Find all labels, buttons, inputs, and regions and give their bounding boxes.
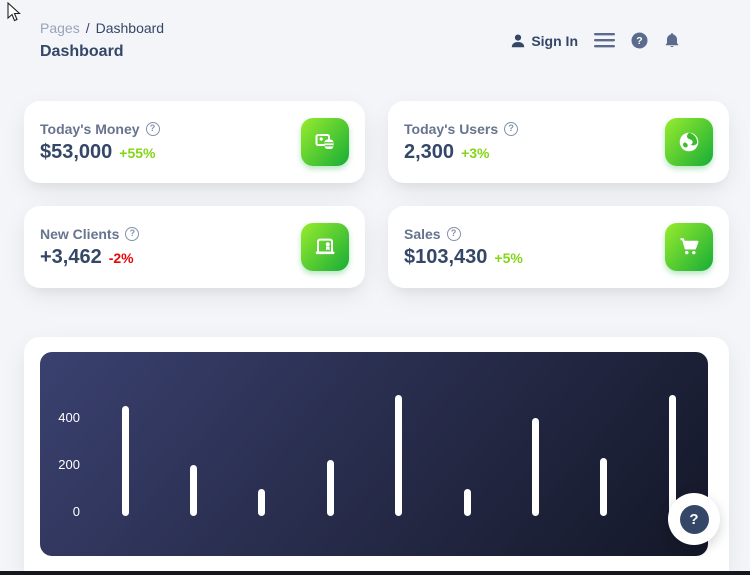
sign-in-label: Sign In: [531, 32, 578, 49]
chart-bar[interactable]: [531, 418, 539, 516]
user-icon: [512, 34, 525, 47]
breadcrumb-current[interactable]: Dashboard: [95, 20, 165, 36]
breadcrumb-root[interactable]: Pages: [40, 20, 80, 36]
menu-icon[interactable]: [594, 33, 615, 48]
chart-card: 0 200 400: [24, 337, 729, 575]
chart-bar[interactable]: [189, 465, 197, 516]
question-circle-icon[interactable]: ?: [504, 121, 519, 136]
chart-bar[interactable]: [668, 394, 676, 516]
stat-label: Sales: [404, 225, 441, 242]
page-title: Dashboard: [40, 43, 124, 60]
chart-bar[interactable]: [326, 460, 334, 516]
cart-icon[interactable]: [665, 223, 713, 271]
chart-bar[interactable]: [463, 488, 471, 516]
stat-label: Today's Money: [40, 120, 140, 137]
y-axis-tick-label: 200: [58, 457, 80, 472]
stat-card-todays-users: Today's Users ? 2,300 +3%: [388, 101, 729, 183]
chart-bar[interactable]: [258, 488, 266, 516]
help-icon[interactable]: ?: [631, 32, 648, 49]
stat-delta: -2%: [108, 249, 134, 266]
mouse-cursor: [7, 2, 21, 22]
stat-card-todays-money: Today's Money ? $53,000 +55%: [24, 101, 365, 183]
header: Pages / Dashboard Dashboard: [40, 20, 164, 61]
breadcrumb-separator: /: [85, 20, 90, 36]
clients-icon[interactable]: [301, 223, 349, 271]
stat-value: $103,430: [404, 245, 488, 268]
stat-label: New Clients: [40, 225, 120, 242]
stat-delta: +55%: [119, 144, 156, 161]
bottom-edge-strip: [0, 571, 750, 575]
sign-in-button[interactable]: Sign In: [510, 33, 578, 49]
coins-icon[interactable]: [301, 118, 349, 166]
stat-card-sales: Sales ? $103,430 +5%: [388, 206, 729, 288]
question-circle-icon[interactable]: ?: [125, 226, 140, 241]
help-fab-button[interactable]: ?: [668, 493, 720, 545]
question-circle-icon[interactable]: ?: [446, 226, 461, 241]
chart-bar[interactable]: [121, 406, 129, 516]
bell-icon[interactable]: [664, 32, 680, 49]
y-axis-tick-label: 0: [72, 504, 80, 519]
y-axis-tick-label: 400: [58, 410, 80, 425]
bar-chart-panel: 0 200 400: [40, 352, 708, 556]
stat-card-new-clients: New Clients ? +3,462 -2%: [24, 206, 365, 288]
stat-delta: +3%: [461, 144, 490, 161]
stat-value: 2,300: [404, 140, 455, 163]
globe-icon[interactable]: [665, 118, 713, 166]
breadcrumb: Pages / Dashboard: [40, 20, 164, 36]
stat-delta: +5%: [494, 249, 523, 266]
chart-bar[interactable]: [600, 457, 608, 516]
chart-bar[interactable]: [395, 394, 403, 516]
help-fab-icon: ?: [679, 504, 709, 534]
svg-text:?: ?: [636, 35, 642, 47]
stat-value: $53,000: [40, 140, 113, 163]
stat-label: Today's Users: [404, 120, 499, 137]
question-circle-icon[interactable]: ?: [145, 121, 160, 136]
stat-value: +3,462: [40, 245, 102, 268]
navbar-controls: Sign In ?: [510, 32, 680, 49]
